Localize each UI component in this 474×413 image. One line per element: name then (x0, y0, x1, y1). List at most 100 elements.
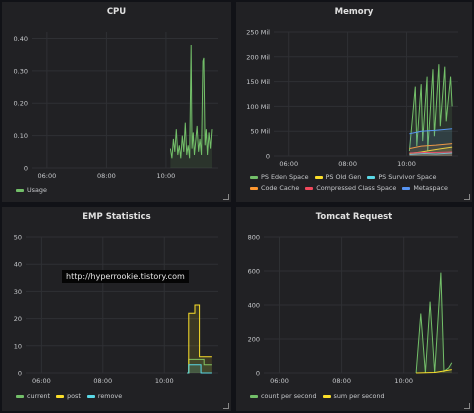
series-line[interactable] (187, 364, 212, 374)
legend-item[interactable]: count per second (250, 391, 317, 402)
legend-swatch (56, 394, 65, 398)
legend-item[interactable]: sum per second (322, 391, 385, 402)
cpu-chart: 0 0.10 0.20 0.30 0.40 06:00 08:00 10:00 (14, 32, 218, 180)
y-tick-label: 200 (248, 336, 260, 344)
y-tick-label: 800 (248, 234, 260, 242)
legend-label: PS Survivor Space (378, 173, 437, 181)
y-tick-label: 0.30 (14, 67, 28, 75)
x-tick-label: 10:00 (394, 377, 413, 385)
legend-label: count per second (261, 392, 317, 400)
legend-swatch (402, 186, 411, 190)
legend-item[interactable]: remove (86, 391, 123, 402)
y-tick-label: 200 Mil (246, 53, 270, 61)
series-line[interactable] (409, 143, 453, 150)
y-tick-label: 20 (14, 315, 22, 323)
memory-chart: 0 50 Mil 100 Mil 150 Mil 200 Mil 250 Mil 06:00… (246, 29, 458, 168)
legend-label: Metaspace (413, 184, 448, 192)
y-tick-label: 0 (18, 370, 22, 378)
legend-swatch (367, 175, 376, 179)
legend-item[interactable]: Code Cache (250, 183, 299, 194)
legend-label: Usage (27, 186, 47, 194)
y-tick-label: 0 (266, 153, 270, 161)
y-tick-label: 100 Mil (246, 103, 270, 111)
chart-legend: count per second sum per second (250, 391, 391, 402)
x-tick-label: 10:00 (155, 377, 174, 385)
panel-title[interactable]: Tomcat Request (315, 212, 393, 222)
legend-item[interactable]: Compressed Class Space (305, 183, 396, 194)
emp-chart: 0 10 20 30 40 50 06:00 08:00 10:00 (14, 234, 218, 385)
x-tick-label: 06:00 (32, 377, 51, 385)
series-line[interactable] (416, 369, 452, 374)
x-tick-label: 08:00 (332, 377, 351, 385)
panel-resize-handle[interactable] (223, 403, 229, 409)
legend-swatch (250, 175, 258, 179)
legend-label: post (67, 392, 81, 400)
panel-title[interactable]: Memory (334, 7, 374, 17)
series-line[interactable] (169, 44, 213, 159)
legend-swatch (250, 186, 258, 190)
chart-legend: PS Eden Space PS Old Gen PS Survivor Space… (250, 172, 468, 194)
legend-item[interactable]: Metaspace (402, 183, 448, 194)
legend-swatch (250, 394, 258, 398)
legend-label: PS Eden Space (261, 173, 309, 181)
y-tick-label: 10 (14, 342, 22, 350)
panel-title[interactable]: EMP Statistics (82, 212, 151, 222)
y-tick-label: 50 Mil (250, 128, 270, 136)
x-tick-label: 08:00 (338, 160, 357, 168)
chart-legend: current post remove (16, 391, 128, 402)
y-tick-label: 250 Mil (246, 29, 270, 37)
legend-swatch (16, 188, 24, 192)
y-tick-label: 0 (24, 165, 28, 173)
series-area (187, 359, 212, 373)
legend-swatch (86, 394, 95, 398)
memory-panel: Memory 0 50 Mil 100 Mil 150 Mil 200 Mil 250 M… (236, 2, 472, 202)
y-tick-label: 40 (14, 261, 22, 269)
x-tick-label: 08:00 (93, 377, 112, 385)
legend-swatch (314, 175, 323, 179)
series-line[interactable] (409, 128, 453, 135)
legend-label: remove (97, 392, 123, 400)
y-tick-label: 400 (248, 302, 260, 310)
tomcat-chart: 0 200 400 600 800 06:00 08:00 10:00 (248, 234, 458, 385)
y-tick-label: 0 (256, 370, 260, 378)
legend-label: PS Old Gen (325, 173, 362, 181)
y-tick-label: 150 Mil (246, 78, 270, 86)
emp-panel: EMP Statistics 0 10 20 30 40 50 06:00 08:00 10:0… (2, 207, 231, 411)
series-area (187, 364, 212, 373)
y-tick-label: 0.40 (14, 35, 28, 43)
x-tick-label: 10:00 (397, 160, 416, 168)
panel-title[interactable]: CPU (106, 7, 127, 17)
legend-label: current (27, 392, 51, 400)
panel-resize-handle[interactable] (464, 194, 470, 200)
x-tick-label: 08:00 (97, 172, 116, 180)
y-tick-label: 30 (14, 288, 22, 296)
legend-item[interactable]: post (56, 391, 81, 402)
x-tick-label: 06:00 (38, 172, 57, 180)
x-tick-label: 10:00 (157, 172, 176, 180)
legend-label: Code Cache (261, 184, 300, 192)
series-line[interactable] (408, 64, 453, 152)
y-tick-label: 0.20 (14, 100, 28, 108)
legend-item[interactable]: PS Survivor Space (367, 172, 436, 183)
series-area (409, 128, 453, 156)
legend-swatch (16, 394, 24, 398)
x-tick-label: 06:00 (279, 160, 298, 168)
series-line[interactable] (409, 152, 453, 155)
legend-item[interactable]: current (16, 391, 50, 402)
panel-resize-handle[interactable] (464, 403, 470, 409)
chart-legend: Usage (16, 185, 53, 196)
series-line[interactable] (409, 151, 453, 154)
legend-item[interactable]: PS Old Gen (314, 172, 362, 183)
x-tick-label: 06:00 (270, 377, 289, 385)
legend-swatch (305, 186, 314, 190)
tomcat-panel: Tomcat Request 0 200 400 600 800 06:00 08:00 10… (236, 207, 472, 411)
legend-item[interactable]: Usage (16, 185, 47, 196)
legend-label: sum per second (333, 392, 385, 400)
legend-label: Compressed Class Space (316, 184, 397, 192)
legend-swatch (322, 394, 331, 398)
y-tick-label: 50 (14, 234, 22, 242)
y-tick-label: 0.10 (14, 132, 28, 140)
legend-item[interactable]: PS Eden Space (250, 172, 309, 183)
panel-resize-handle[interactable] (223, 194, 229, 200)
series-line[interactable] (187, 304, 212, 374)
